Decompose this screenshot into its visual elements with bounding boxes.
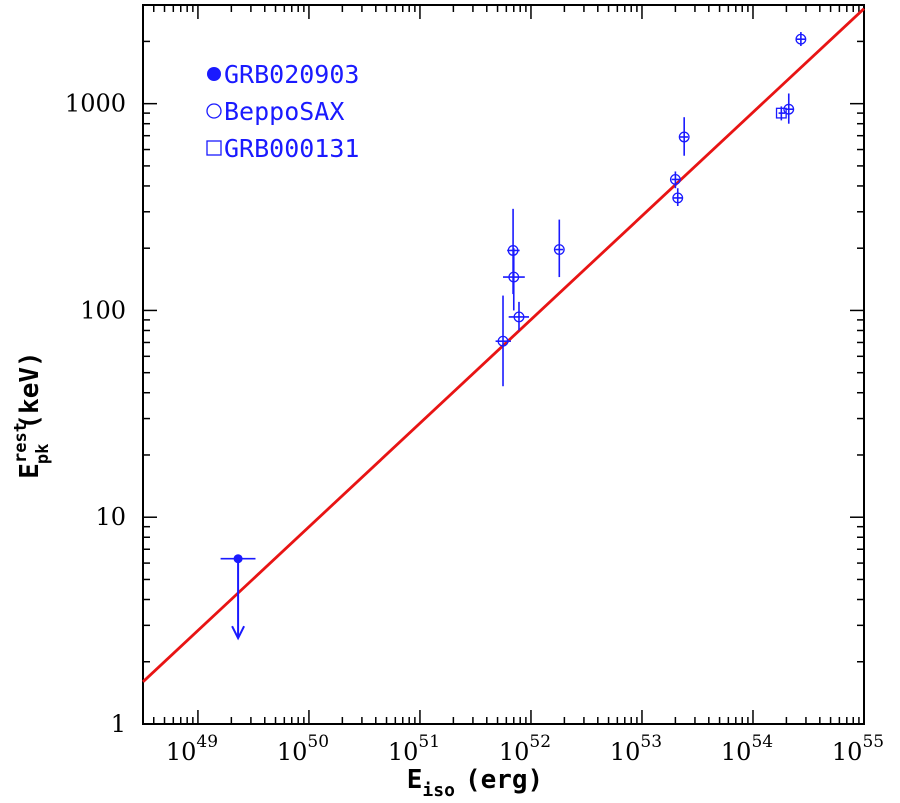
marker-filled-circle bbox=[233, 554, 243, 564]
marker-open-square bbox=[775, 107, 787, 119]
y-tick-labels: 1 10 100 1000 bbox=[65, 90, 126, 738]
y-tick-label: 1000 bbox=[65, 90, 126, 118]
x-axis-title-unit: (erg) bbox=[465, 765, 543, 795]
x-axis-title-main: E bbox=[407, 765, 423, 795]
marker-open-circle bbox=[553, 244, 565, 255]
marker-open-circle bbox=[508, 271, 520, 283]
marker-open-square bbox=[206, 140, 222, 156]
x-axis-title: Eiso (erg) bbox=[407, 765, 543, 801]
legend: GRB020903 BeppoSAX GRB000131 bbox=[206, 60, 359, 163]
x-tick-labels: 1049 1050 1051 1052 1053 1054 1055 bbox=[166, 732, 884, 766]
minor-ticks bbox=[143, 4, 864, 724]
x-tick-label: 1055 bbox=[832, 732, 884, 766]
y-tick-label: 1 bbox=[111, 710, 126, 738]
data-point bbox=[669, 171, 681, 189]
x-tick-label: 1051 bbox=[388, 732, 440, 766]
marker-open-circle bbox=[678, 131, 690, 143]
y-tick-label: 100 bbox=[80, 296, 126, 324]
x-axis-title-sub: iso bbox=[422, 780, 455, 801]
x-tick-label: 1050 bbox=[277, 732, 329, 766]
x-tick-label: 1049 bbox=[166, 732, 218, 766]
legend-item: BeppoSAX bbox=[206, 97, 344, 126]
legend-item: GRB020903 bbox=[207, 60, 359, 89]
data-point bbox=[678, 117, 690, 156]
legend-item: GRB000131 bbox=[206, 134, 359, 163]
data-point bbox=[495, 295, 511, 387]
major-ticks bbox=[143, 5, 865, 725]
legend-label: GRB020903 bbox=[224, 60, 359, 89]
marker-open-circle bbox=[497, 335, 509, 347]
marker-open-circle bbox=[669, 174, 681, 185]
data-points-layer bbox=[220, 32, 807, 641]
data-point bbox=[503, 248, 525, 311]
marker-open-circle bbox=[783, 103, 795, 115]
data-point bbox=[672, 188, 684, 206]
y-axis-title-main: E bbox=[15, 463, 45, 479]
y-tick-label: 10 bbox=[95, 503, 126, 531]
y-axis-title-sub: pk bbox=[33, 444, 53, 464]
data-point bbox=[508, 301, 529, 331]
plot-frame bbox=[142, 4, 865, 725]
marker-open-circle bbox=[206, 103, 222, 119]
marker-filled-circle bbox=[207, 67, 221, 81]
marker-open-circle bbox=[672, 192, 684, 204]
data-point bbox=[220, 554, 256, 641]
data-point bbox=[795, 32, 807, 47]
upper-limit-arrowhead bbox=[231, 625, 245, 641]
data-point bbox=[775, 106, 787, 121]
y-axis-title-unit: (keV) bbox=[15, 351, 45, 429]
marker-open-circle bbox=[513, 311, 525, 323]
legend-label: GRB000131 bbox=[224, 134, 359, 163]
legend-label: BeppoSAX bbox=[224, 97, 344, 126]
marker-open-circle bbox=[795, 33, 807, 45]
x-tick-label: 1054 bbox=[721, 732, 773, 766]
x-tick-label: 1052 bbox=[499, 732, 551, 766]
y-axis-title: Erest pk (keV) bbox=[11, 351, 53, 478]
data-point bbox=[553, 219, 565, 278]
x-tick-label: 1053 bbox=[610, 732, 662, 766]
y-axis-title-sup: rest bbox=[11, 422, 31, 463]
